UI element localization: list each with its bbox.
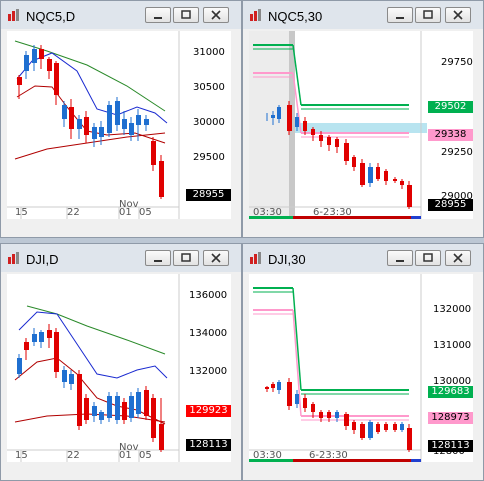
- tradestation-icon: [250, 252, 261, 264]
- time-label: 15: [15, 207, 28, 218]
- time-label: 6-23:30: [313, 207, 352, 218]
- price-label: 30000: [193, 117, 225, 128]
- price-label: 29750: [441, 57, 473, 68]
- price-chart: [249, 274, 422, 462]
- price-label: 132000: [189, 366, 228, 377]
- window-title: DJI,D: [26, 252, 59, 267]
- time-label: 15: [15, 450, 28, 461]
- ma-blue-line: [18, 311, 168, 379]
- price-label: 132000: [433, 304, 472, 315]
- minimize-icon: [396, 260, 404, 262]
- last-price-tag: 128113: [428, 440, 473, 452]
- minimize-button[interactable]: [145, 250, 171, 266]
- price-label: 136000: [189, 290, 228, 301]
- minimize-button[interactable]: [387, 250, 413, 266]
- minimize-icon: [396, 17, 404, 19]
- tradestation-icon: [8, 9, 19, 21]
- level-tag-red: 129923: [186, 405, 231, 417]
- restore-icon: [423, 10, 433, 19]
- last-price-tag: 128113: [186, 439, 231, 451]
- close-button[interactable]: [203, 250, 229, 266]
- chart-window-nqc5-30min: NQC5,30: [242, 0, 484, 238]
- price-chart: [249, 31, 427, 219]
- level-tag-pink: 128973: [428, 412, 473, 424]
- candles: [17, 45, 164, 199]
- window-title: NQC5,30: [268, 9, 323, 24]
- price-label: 30500: [193, 82, 225, 93]
- chart-plot-area[interactable]: 29750 29250 29000 29502 29338 28955 03:3…: [249, 31, 473, 219]
- time-label: 6-23:30: [309, 450, 348, 461]
- highlight-band: [295, 123, 427, 133]
- chart-window-nqc5-daily: NQC5,D: [0, 0, 242, 238]
- price-label: 31000: [193, 47, 225, 58]
- month-label: Nov: [119, 442, 139, 453]
- time-label: 22: [67, 207, 80, 218]
- price-label: 29250: [441, 147, 473, 158]
- minimize-button[interactable]: [387, 7, 413, 23]
- tradestation-icon: [8, 252, 19, 264]
- close-icon: [211, 253, 221, 263]
- restore-button[interactable]: [173, 7, 199, 23]
- last-price-tag: 28955: [428, 199, 473, 211]
- title-bar[interactable]: NQC5,30: [243, 1, 483, 29]
- chart-plot-area[interactable]: 132000 131000 130000 12800 129683 128973…: [249, 274, 473, 462]
- time-label: 05: [139, 207, 152, 218]
- close-icon: [453, 10, 463, 20]
- close-button[interactable]: [445, 250, 471, 266]
- price-label: 134000: [189, 328, 228, 339]
- ma-darkred-line: [14, 413, 166, 423]
- minimize-icon: [154, 17, 162, 19]
- title-bar[interactable]: DJI,D: [1, 244, 241, 272]
- time-label: 03:30: [253, 207, 282, 218]
- level-tag-pink: 29338: [428, 129, 473, 141]
- restore-button[interactable]: [173, 250, 199, 266]
- ma-red-line: [16, 85, 166, 144]
- title-bar[interactable]: NQC5,D: [1, 1, 241, 29]
- candles: [17, 324, 164, 452]
- restore-icon: [423, 253, 433, 262]
- restore-icon: [181, 10, 191, 19]
- restore-button[interactable]: [415, 7, 441, 23]
- price-chart: [7, 274, 180, 462]
- time-label: 01: [119, 450, 132, 461]
- price-label: 29000: [441, 191, 473, 202]
- minimize-icon: [154, 260, 162, 262]
- candles: [265, 378, 412, 452]
- time-label: 05: [139, 450, 152, 461]
- price-label: 131000: [433, 340, 472, 351]
- chart-window-dji-30min: DJI,30: [242, 243, 484, 481]
- price-label: 130000: [433, 376, 472, 387]
- last-price-tag: 28955: [186, 189, 231, 201]
- ma-darkred-line: [14, 132, 166, 160]
- ma-green-line: [14, 40, 166, 112]
- tradestation-icon: [250, 9, 261, 21]
- chart-plot-area[interactable]: 136000 134000 132000 129923 128113 15 22…: [7, 274, 231, 462]
- close-icon: [211, 10, 221, 20]
- title-bar[interactable]: DJI,30: [243, 244, 483, 272]
- close-icon: [453, 253, 463, 263]
- level-tag-green: 129683: [428, 386, 473, 398]
- level-tag-green: 29502: [428, 101, 473, 113]
- chart-window-dji-daily: DJI,D: [0, 243, 242, 481]
- ma-green-line: [26, 305, 166, 355]
- close-button[interactable]: [445, 7, 471, 23]
- restore-icon: [181, 253, 191, 262]
- candles: [266, 101, 412, 209]
- time-label: 01: [119, 207, 132, 218]
- close-button[interactable]: [203, 7, 229, 23]
- month-label: Nov: [119, 199, 139, 210]
- minimize-button[interactable]: [145, 7, 171, 23]
- price-chart: [7, 31, 180, 219]
- time-label: 22: [67, 450, 80, 461]
- chart-plot-area[interactable]: 31000 30500 30000 29500 28955 15 22 Nov …: [7, 31, 231, 219]
- window-title: DJI,30: [268, 252, 306, 267]
- price-label: 29500: [193, 152, 225, 163]
- ma-blue-line: [16, 52, 168, 124]
- window-title: NQC5,D: [26, 9, 76, 24]
- time-label: 03:30: [253, 450, 282, 461]
- restore-button[interactable]: [415, 250, 441, 266]
